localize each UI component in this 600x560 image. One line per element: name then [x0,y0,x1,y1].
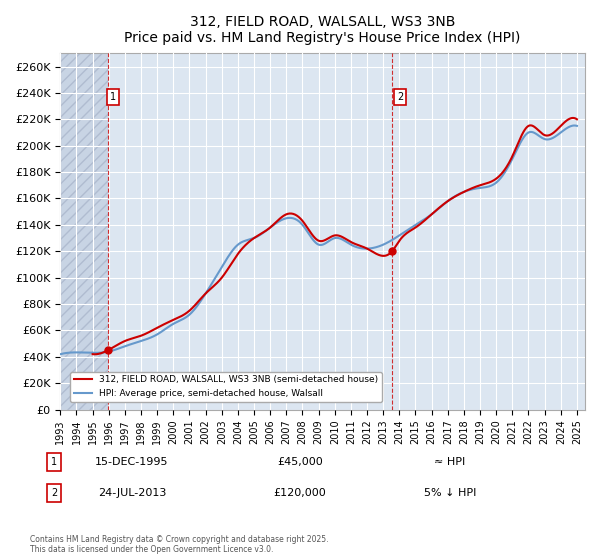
Text: 2: 2 [51,488,57,498]
Text: £120,000: £120,000 [274,488,326,498]
Text: 1: 1 [51,457,57,467]
Text: £45,000: £45,000 [277,457,323,467]
Text: 15-DEC-1995: 15-DEC-1995 [95,457,169,467]
Text: ≈ HPI: ≈ HPI [434,457,466,467]
Text: 5% ↓ HPI: 5% ↓ HPI [424,488,476,498]
Bar [61,53,108,409]
Title: 312, FIELD ROAD, WALSALL, WS3 3NB
Price paid vs. HM Land Registry's House Price : 312, FIELD ROAD, WALSALL, WS3 3NB Price … [124,15,521,45]
Text: 1: 1 [110,92,116,102]
Text: Contains HM Land Registry data © Crown copyright and database right 2025.
This d: Contains HM Land Registry data © Crown c… [30,535,329,554]
Text: 24-JUL-2013: 24-JUL-2013 [98,488,166,498]
Legend: 312, FIELD ROAD, WALSALL, WS3 3NB (semi-detached house), HPI: Average price, sem: 312, FIELD ROAD, WALSALL, WS3 3NB (semi-… [70,372,382,402]
Text: 2: 2 [397,92,403,102]
